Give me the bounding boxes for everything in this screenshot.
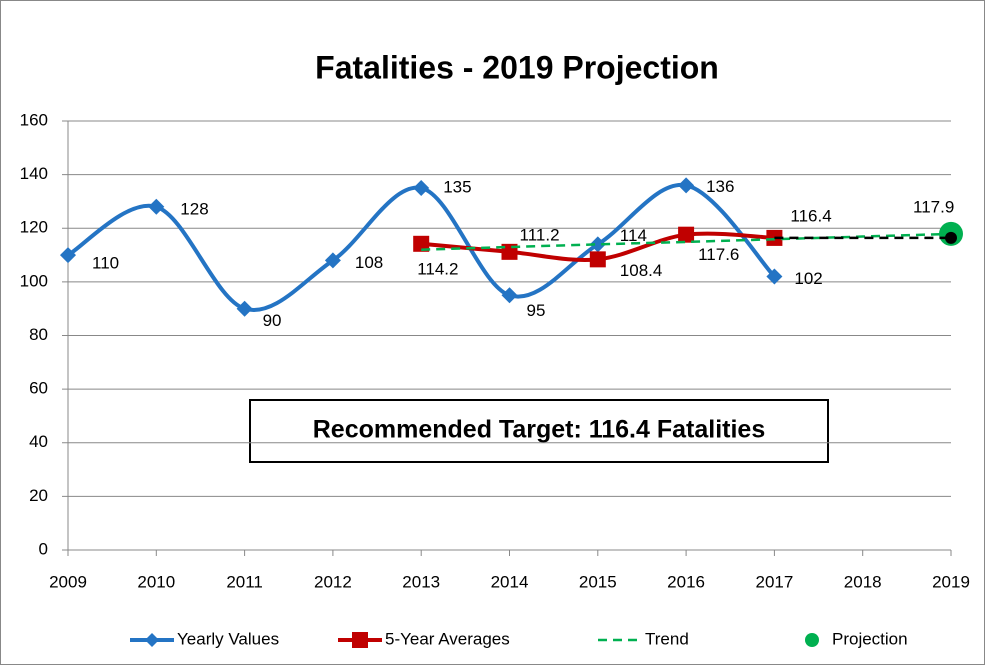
data-label: 90	[263, 311, 282, 330]
data-label: 102	[794, 269, 822, 288]
chart-title: Fatalities - 2019 Projection	[315, 49, 719, 85]
data-label: 111.2	[520, 225, 560, 244]
data-label: 108	[355, 253, 383, 272]
marker	[678, 177, 695, 194]
series-line	[421, 232, 952, 251]
data-label: 136	[706, 177, 734, 196]
y-tick-label: 160	[20, 110, 48, 129]
x-tick-label: 2017	[755, 572, 793, 591]
x-tick-label: 2018	[844, 572, 882, 591]
y-tick-label: 120	[20, 218, 48, 237]
data-label: 110	[92, 254, 119, 273]
data-label: 117.9	[913, 197, 954, 216]
legend-marker	[805, 633, 819, 647]
legend-label: Projection	[832, 629, 908, 648]
y-tick-label: 60	[29, 379, 48, 398]
data-label: 95	[527, 301, 546, 320]
marker	[678, 226, 695, 243]
marker	[413, 235, 430, 252]
marker	[589, 251, 606, 268]
marker	[324, 252, 341, 269]
legend-marker	[352, 632, 368, 648]
legend-label: 5-Year Averages	[385, 629, 510, 648]
marker	[60, 247, 76, 264]
y-tick-label: 40	[29, 432, 48, 451]
marker	[413, 180, 430, 197]
annotation: Recommended Target: 116.4 Fatalities	[313, 416, 765, 444]
annotation-box	[249, 399, 829, 463]
legend-label: Trend	[645, 629, 689, 648]
marker	[589, 236, 606, 253]
marker	[236, 300, 253, 317]
x-tick-label: 2012	[314, 572, 352, 591]
data-label: 114	[620, 226, 647, 245]
y-tick-label: 80	[29, 325, 48, 344]
x-tick-label: 2016	[667, 572, 705, 591]
marker	[766, 268, 783, 285]
y-tick-label: 100	[20, 271, 48, 290]
data-label: 117.6	[698, 245, 739, 264]
y-tick-label: 0	[39, 539, 48, 558]
data-label: 116.4	[790, 206, 831, 225]
marker	[148, 198, 165, 215]
data-label: 135	[443, 178, 471, 197]
x-tick-label: 2019	[932, 572, 970, 591]
legend-marker	[145, 633, 159, 647]
x-tick-label: 2014	[491, 572, 529, 591]
x-tick-label: 2010	[137, 572, 175, 591]
marker	[501, 287, 518, 304]
marker	[945, 231, 957, 244]
y-tick-label: 140	[20, 164, 48, 183]
legend-label: Yearly Values	[177, 629, 279, 648]
x-tick-label: 2011	[226, 572, 263, 591]
data-label: 114.2	[417, 259, 458, 278]
x-tick-label: 2013	[402, 572, 440, 591]
x-tick-label: 2015	[579, 572, 617, 591]
y-tick-label: 20	[29, 486, 48, 505]
x-tick-label: 2009	[49, 572, 87, 591]
data-label: 128	[180, 199, 208, 218]
data-label: 108.4	[620, 261, 663, 280]
